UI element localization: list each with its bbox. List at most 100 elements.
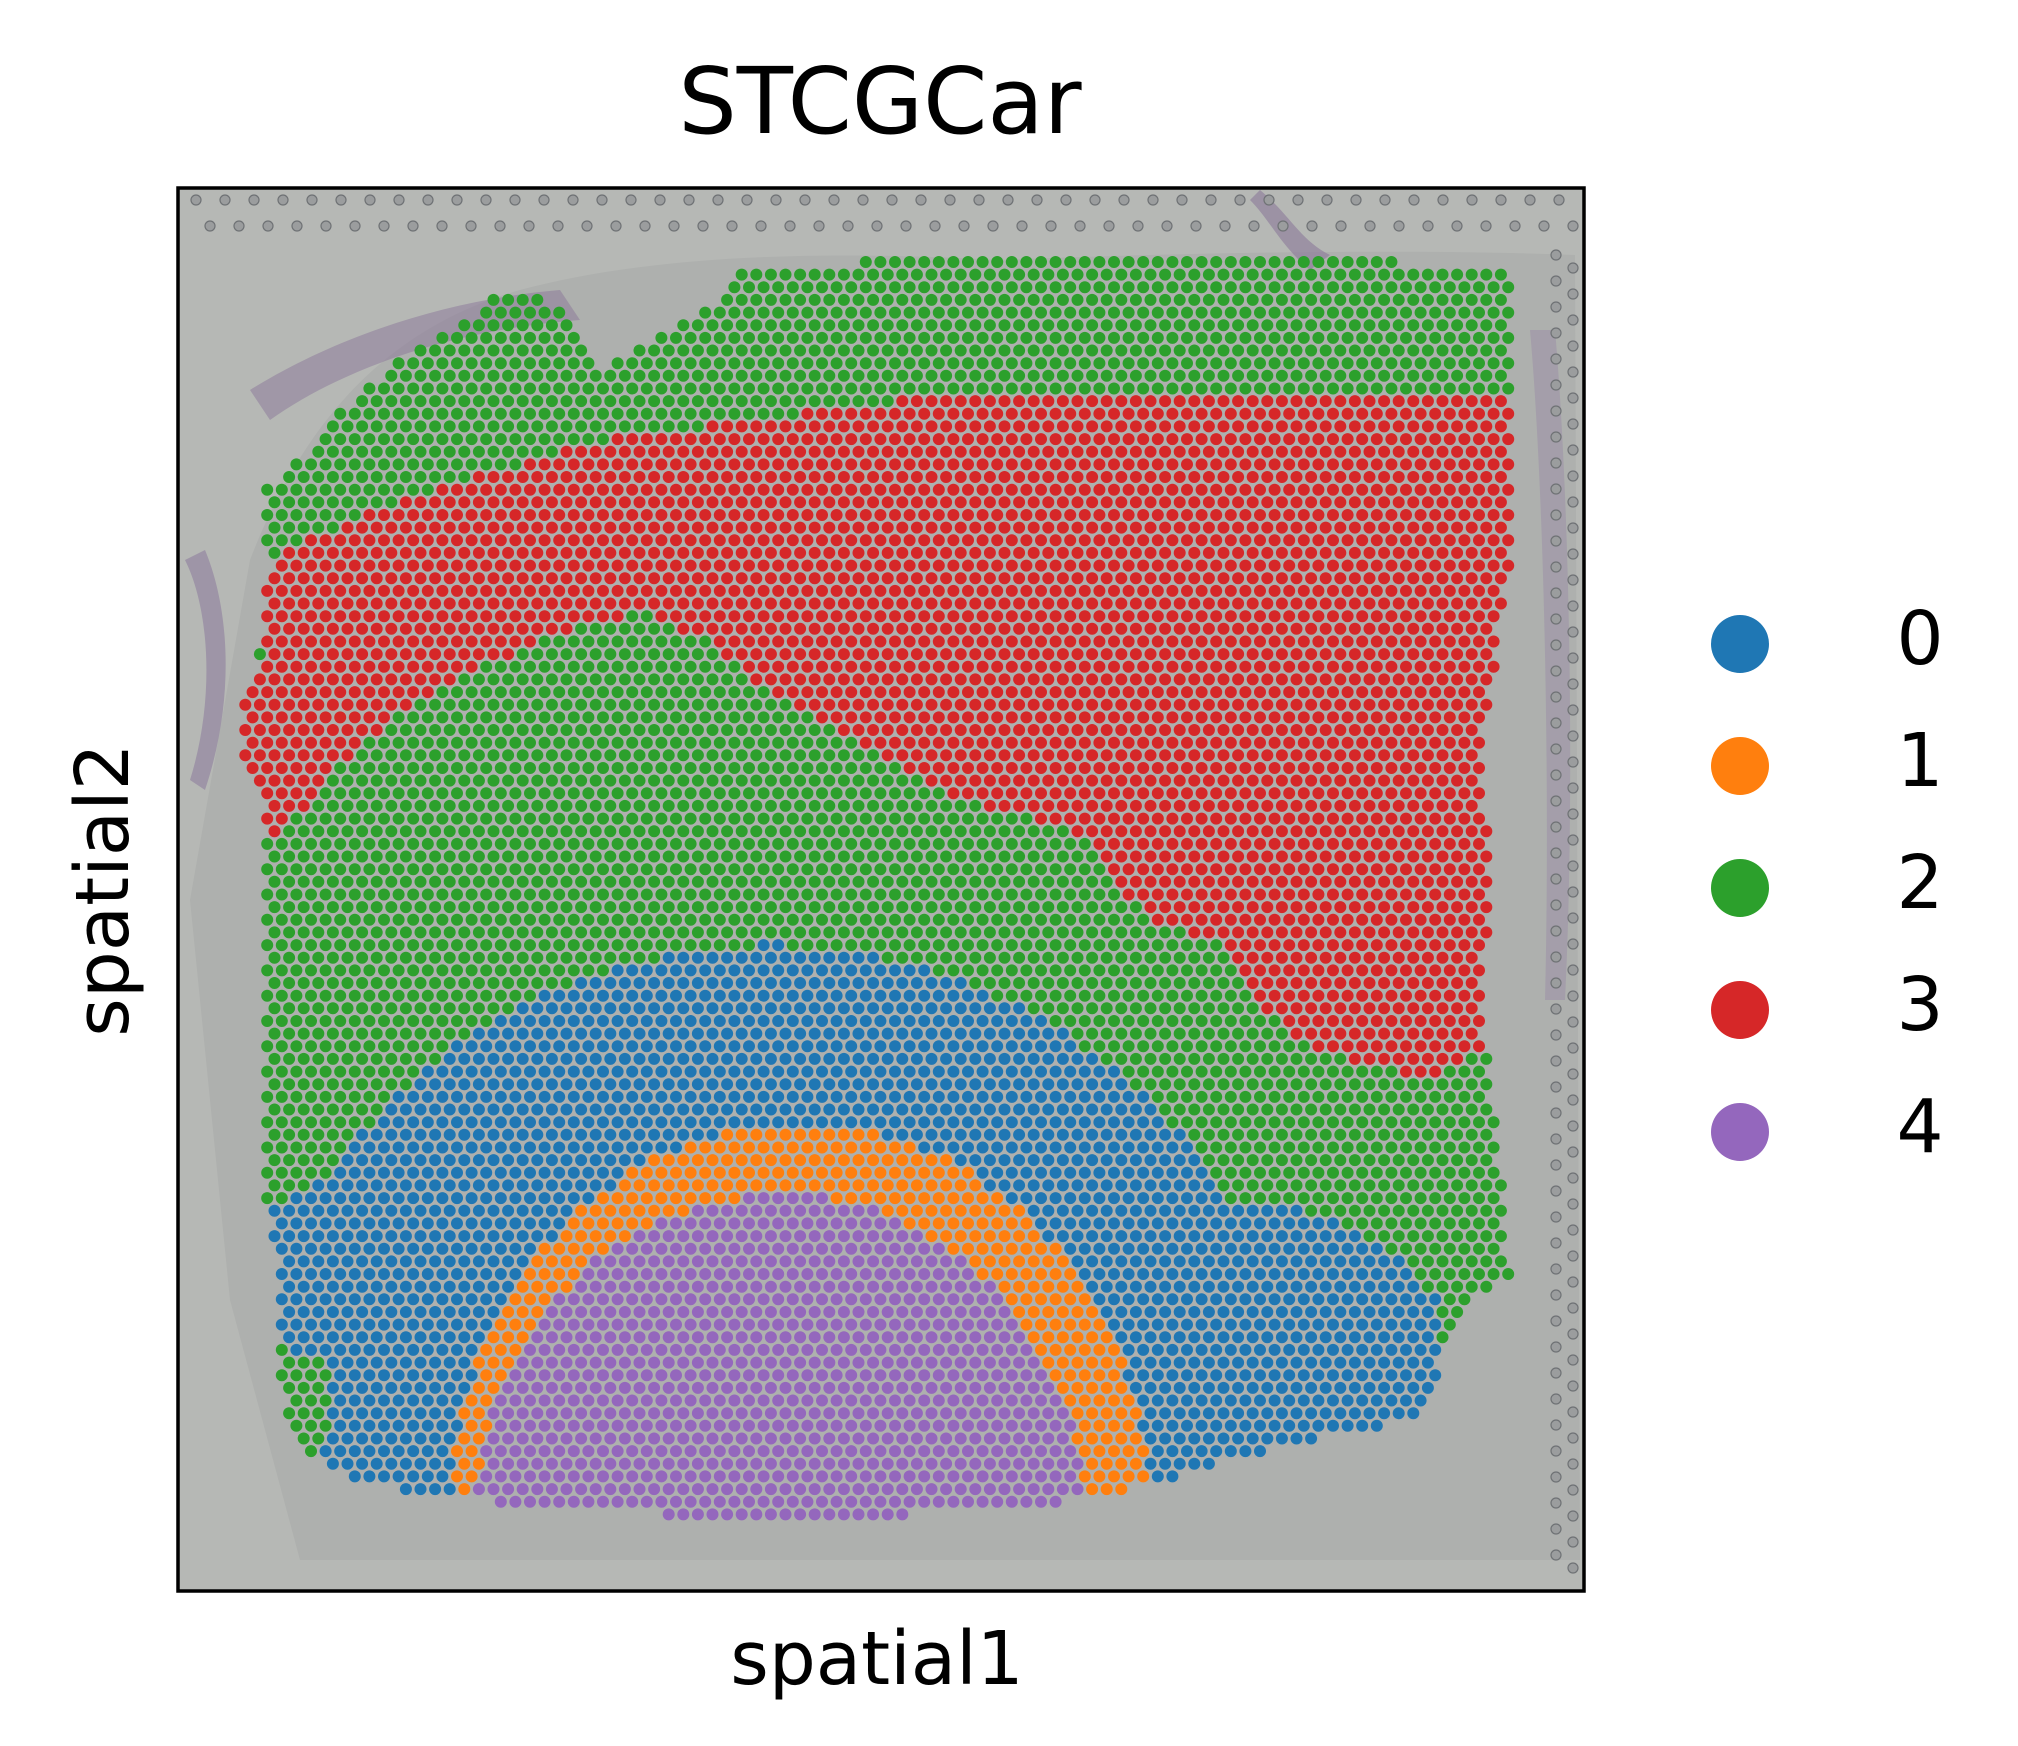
spot-cluster-2 [808, 344, 821, 357]
spot-cluster-0 [918, 989, 931, 1002]
spot-cluster-2 [662, 799, 675, 812]
spot-cluster-3 [1217, 749, 1230, 762]
spot-cluster-2 [823, 724, 836, 736]
spot-cluster-2 [881, 825, 894, 838]
spot-cluster-2 [494, 357, 507, 370]
spot-cluster-3 [896, 648, 909, 661]
spot-cluster-3 [976, 635, 989, 648]
spot-cluster-3 [1056, 496, 1069, 509]
spot-cluster-3 [1056, 445, 1069, 458]
spot-cluster-3 [1129, 471, 1142, 483]
spot-cluster-3 [1254, 863, 1266, 876]
spot-cluster-3 [341, 698, 354, 711]
spot-cluster-3 [867, 673, 880, 686]
spot-cluster-2 [443, 420, 456, 433]
spot-cluster-0 [560, 1002, 573, 1015]
spot-cluster-2 [326, 799, 339, 812]
spot-cluster-3 [1122, 635, 1135, 648]
spot-cluster-2 [1100, 293, 1113, 306]
spot-cluster-2 [1188, 977, 1201, 989]
spot-cluster-3 [1327, 407, 1339, 420]
spot-cluster-2 [670, 382, 682, 395]
fiducial-dot [1550, 353, 1562, 365]
spot-cluster-2 [757, 863, 770, 876]
spot-cluster-3 [1400, 458, 1412, 471]
spot-cluster-3 [1400, 837, 1412, 850]
fiducial-dot [1550, 587, 1562, 599]
spot-cluster-2 [1400, 382, 1412, 395]
spot-cluster-2 [699, 711, 712, 724]
spot-cluster-2 [655, 837, 668, 850]
spot-cluster-3 [1005, 635, 1018, 648]
spot-cluster-3 [1443, 863, 1456, 876]
spot-cluster-3 [1378, 799, 1391, 812]
spot-cluster-2 [451, 812, 463, 825]
spot-cluster-2 [881, 926, 894, 939]
spot-cluster-2 [867, 901, 880, 914]
spot-cluster-3 [560, 572, 573, 585]
spot-cluster-2 [560, 344, 573, 357]
spot-cluster-3 [1407, 749, 1420, 762]
spot-cluster-3 [1334, 749, 1347, 762]
spot-cluster-3 [640, 458, 653, 471]
spot-cluster-3 [655, 509, 668, 521]
spot-cluster-0 [713, 964, 726, 977]
spot-cluster-3 [1305, 496, 1318, 509]
spot-cluster-2 [253, 648, 266, 661]
spot-cluster-2 [940, 319, 953, 332]
spot-cluster-2 [954, 951, 967, 964]
spot-cluster-2 [1195, 256, 1208, 268]
spot-cluster-3 [786, 610, 799, 623]
spot-cluster-3 [312, 622, 325, 635]
spot-cluster-2 [691, 901, 704, 914]
spot-cluster-3 [1436, 724, 1449, 736]
fiducial-dot [1379, 194, 1391, 206]
spot-cluster-2 [721, 319, 734, 332]
spot-cluster-2 [881, 774, 894, 787]
spot-cluster-3 [1086, 572, 1099, 585]
spot-cluster-0 [757, 939, 770, 952]
spot-cluster-3 [940, 648, 953, 661]
spot-cluster-3 [1181, 736, 1193, 749]
spot-cluster-2 [1268, 357, 1281, 370]
spot-cluster-3 [407, 660, 420, 673]
spot-cluster-3 [414, 572, 427, 585]
spot-cluster-3 [1232, 572, 1245, 585]
spot-cluster-2 [582, 711, 595, 724]
spot-cluster-3 [378, 559, 390, 572]
spot-cluster-2 [655, 331, 668, 344]
spot-cluster-2 [370, 471, 383, 483]
spot-cluster-3 [370, 648, 383, 661]
spot-cluster-2 [728, 736, 741, 749]
spot-cluster-3 [1137, 812, 1150, 825]
spot-cluster-2 [750, 724, 763, 736]
spot-cluster-2 [1268, 331, 1281, 344]
spot-cluster-3 [1494, 471, 1507, 483]
spot-cluster-2 [801, 888, 814, 901]
spot-cluster-2 [290, 939, 303, 952]
spot-cluster-3 [1210, 458, 1223, 471]
spot-cluster-2 [1480, 268, 1493, 281]
spot-cluster-2 [772, 357, 785, 370]
spot-cluster-3 [662, 521, 675, 534]
spot-cluster-3 [1129, 698, 1142, 711]
spot-cluster-3 [1414, 939, 1427, 952]
spot-cluster-3 [1239, 534, 1252, 547]
spot-cluster-2 [326, 496, 339, 509]
fiducial-dot [973, 194, 985, 206]
spot-cluster-3 [1421, 546, 1434, 559]
spot-cluster-3 [1020, 787, 1033, 800]
spot-cluster-2 [429, 445, 442, 458]
spot-cluster-2 [998, 369, 1011, 382]
spot-cluster-3 [1246, 471, 1259, 483]
spot-cluster-3 [1181, 812, 1193, 825]
spot-cluster-2 [874, 382, 887, 395]
spot-cluster-3 [721, 622, 734, 635]
spot-cluster-2 [699, 812, 712, 825]
spot-cluster-3 [1129, 799, 1142, 812]
spot-cluster-3 [947, 433, 960, 446]
spot-cluster-3 [859, 635, 872, 648]
spot-cluster-2 [385, 749, 398, 762]
spot-cluster-0 [859, 964, 872, 977]
spot-cluster-2 [691, 724, 704, 736]
